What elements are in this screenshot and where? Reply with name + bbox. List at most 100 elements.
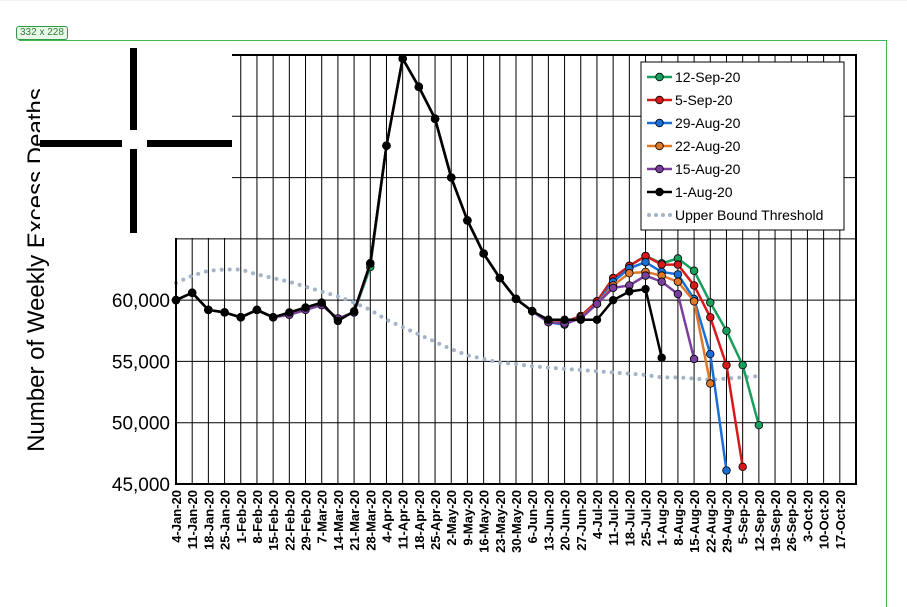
x-tick-label: 4-Apr-20 (379, 490, 394, 543)
x-tick-label: 19-Sep-20 (768, 490, 783, 551)
data-point (738, 360, 747, 370)
x-tick-label: 29-Feb-20 (299, 490, 314, 551)
x-tick-label: 17-Oct-20 (833, 490, 848, 549)
data-point (430, 114, 440, 123)
data-point (722, 466, 731, 475)
x-tick-label: 4-Jan-20 (169, 490, 184, 543)
x-tick-label: 8-Aug-20 (671, 490, 686, 546)
upper-bound-threshold-line (174, 267, 761, 382)
top-border-line (0, 0, 907, 1)
x-tick-label: 9-May-20 (460, 490, 475, 546)
data-point (236, 313, 245, 322)
data-point (608, 283, 618, 293)
data-point (511, 294, 521, 304)
data-point (673, 289, 683, 299)
data-point (301, 303, 310, 312)
data-point (268, 313, 278, 322)
data-point (625, 287, 634, 296)
data-point (706, 379, 715, 388)
x-tick-label: 23-May-20 (493, 490, 508, 553)
legend-item-22-aug-20: 22-Aug-20 (647, 138, 741, 154)
data-point (608, 295, 618, 305)
data-point (447, 173, 456, 182)
crosshair-cursor-icon (40, 42, 232, 238)
data-point (625, 268, 634, 278)
legend: 12-Sep-20 5-Sep-20 29-Aug-20 22-Aug-20 15-Au… (640, 61, 845, 231)
legend-item-5-sep-20: 5-Sep-20 (647, 92, 733, 108)
data-point (641, 257, 650, 267)
legend-marker (655, 187, 664, 197)
x-tick-label: 8-Feb-20 (250, 490, 265, 543)
data-point (252, 305, 262, 315)
legend-marker (655, 95, 664, 105)
x-tick-label: 12-Sep-20 (752, 490, 767, 551)
data-point (592, 299, 602, 309)
y-tick-label: 60,000 (112, 291, 170, 312)
x-tick-label: 4-Jul-20 (590, 490, 605, 539)
data-point (220, 308, 229, 317)
data-point (673, 260, 683, 269)
data-point (657, 277, 666, 286)
x-tick-label: 20-Jun-20 (558, 490, 573, 551)
x-tick-label: 16-May-20 (477, 490, 492, 553)
data-point (641, 284, 650, 294)
y-tick-label: 50,000 (112, 414, 170, 435)
x-tick-label: 7-Mar-20 (315, 490, 330, 543)
x-tick-label: 18-Apr-20 (412, 490, 427, 550)
x-tick-label: 25-Jul-20 (639, 490, 654, 546)
legend-marker (655, 141, 664, 151)
x-tick-label: 29-Aug-20 (719, 490, 734, 553)
data-point (689, 266, 699, 275)
legend-label: 29-Aug-20 (675, 115, 741, 131)
legend-item-15-aug-20: 15-Aug-20 (647, 161, 741, 177)
x-tick-label: 11-Jul-20 (606, 490, 621, 546)
x-tick-label: 18-Jul-20 (622, 490, 637, 546)
data-point (479, 249, 488, 258)
data-point (689, 354, 699, 364)
x-tick-label: 25-Apr-20 (428, 490, 443, 550)
plot-area-border (175, 54, 857, 485)
data-point (398, 54, 407, 63)
x-tick-label: 18-Jan-20 (201, 490, 216, 550)
legend-label: 1-Aug-20 (675, 184, 733, 200)
legend-label: 15-Aug-20 (675, 161, 741, 177)
x-tick-label: 30-May-20 (509, 490, 524, 553)
series-22-aug-20-line (175, 57, 712, 384)
legend-item-29-aug-20: 29-Aug-20 (647, 115, 741, 131)
legend-box (640, 61, 845, 231)
legend-label: 22-Aug-20 (675, 138, 741, 154)
data-point (560, 315, 569, 324)
x-tick-label: 27-Jun-20 (574, 490, 589, 551)
data-point (495, 273, 505, 283)
x-tick-label: 2-May-20 (444, 490, 459, 546)
data-point (722, 360, 731, 370)
legend-marker (655, 72, 664, 82)
legend-marker (655, 164, 664, 174)
series-22-aug-20 (171, 54, 715, 388)
legend-item-upper-bound-threshold: Upper Bound Threshold (647, 207, 823, 223)
data-point (706, 349, 715, 359)
data-point (463, 216, 472, 225)
data-point (204, 305, 213, 315)
data-point (673, 270, 683, 279)
x-tick-label: 25-Jan-20 (218, 490, 233, 550)
data-point (527, 306, 537, 316)
legend-label: Upper Bound Threshold (675, 207, 823, 223)
x-tick-label: 5-Sep-20 (736, 490, 751, 544)
x-tick-label: 1-Aug-20 (655, 490, 670, 546)
y-tick-label: 45,000 (112, 475, 170, 496)
selection-frame[interactable] (19, 40, 887, 607)
data-point (317, 298, 326, 307)
series-1-aug-20 (171, 54, 666, 362)
data-point (349, 306, 359, 316)
data-point (285, 308, 294, 317)
data-point (754, 420, 764, 430)
x-tick-label: 10-Oct-20 (817, 490, 832, 549)
data-point (576, 315, 585, 324)
x-tick-label: 15-Aug-20 (687, 490, 702, 553)
data-point (706, 298, 715, 307)
x-tick-label: 13-Jun-20 (541, 490, 556, 551)
x-tick-label: 11-Apr-20 (396, 490, 411, 549)
data-point (592, 315, 602, 324)
